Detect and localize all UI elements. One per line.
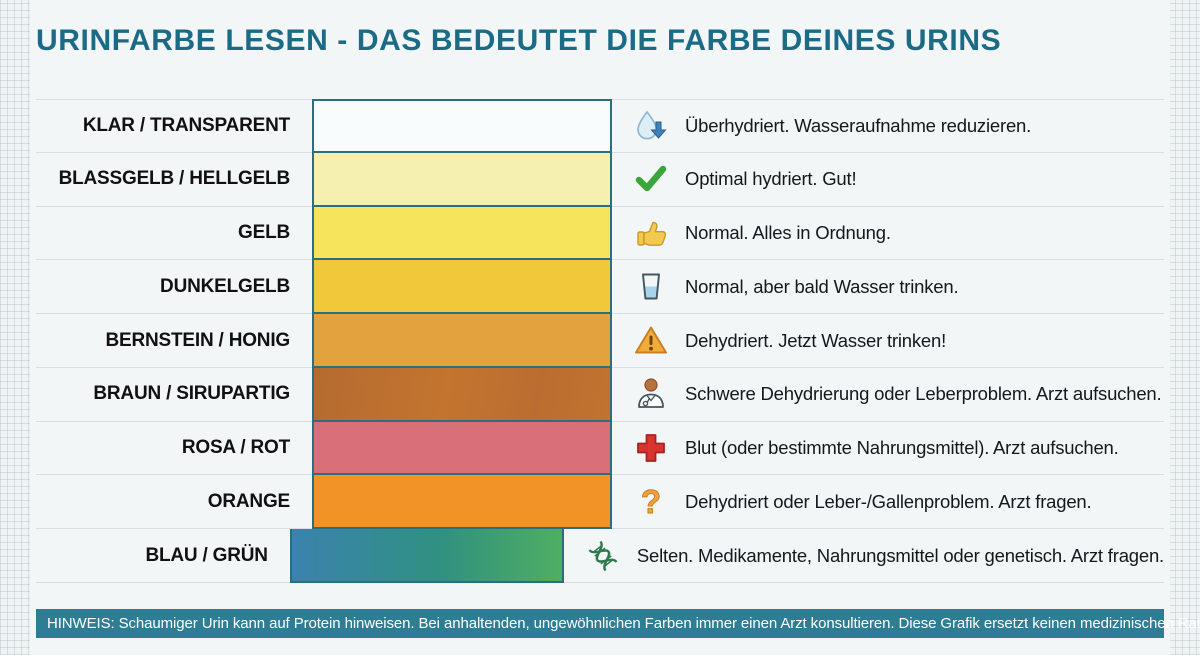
check-icon bbox=[632, 160, 670, 198]
color-swatch-klar bbox=[312, 99, 612, 153]
color-swatch-gelb bbox=[312, 206, 612, 261]
color-swatch-braun bbox=[312, 367, 612, 422]
color-label: KLAR / TRANSPARENT bbox=[36, 99, 312, 153]
description-text: Dehydriert. Jetzt Wasser trinken! bbox=[685, 329, 947, 351]
doctor-icon bbox=[632, 375, 670, 413]
footer-note: HINWEIS: Schaumiger Urin kann auf Protei… bbox=[36, 609, 1200, 638]
table-row: BLAU / GRÜN Selten. Medikamente, Nahrung… bbox=[36, 529, 1164, 584]
water-drop-down-icon bbox=[632, 107, 670, 145]
graph-paper-edge-left bbox=[0, 0, 32, 655]
color-swatch-orange bbox=[312, 475, 612, 530]
table-row: ORANGE ? Dehydriert oder Leber-/Gallenpr… bbox=[36, 475, 1164, 530]
question-mark-icon: ? bbox=[640, 483, 662, 521]
color-label: BRAUN / SIRUPARTIG bbox=[36, 368, 312, 422]
table-row: BRAUN / SIRUPARTIG Schwere Dehydrierung … bbox=[36, 367, 1164, 422]
color-swatch-blassgelb bbox=[312, 152, 612, 207]
water-glass-icon bbox=[632, 268, 670, 306]
color-label: BERNSTEIN / HONIG bbox=[36, 314, 312, 368]
table-row: GELB Normal. Alles in Ordnung. bbox=[36, 206, 1164, 261]
color-label: GELB bbox=[36, 207, 312, 261]
table-row: ROSA / ROT Blut (oder bestimmte Nahrungs… bbox=[36, 421, 1164, 476]
color-label: DUNKELGELB bbox=[36, 260, 312, 315]
urine-color-table: KLAR / TRANSPARENT Überhydriert. Wassera… bbox=[36, 99, 1164, 584]
color-swatch-rosa bbox=[312, 421, 612, 476]
description-text: Dehydriert oder Leber-/Gallenproblem. Ar… bbox=[685, 490, 1092, 512]
table-row: BLASSGELB / HELLGELB Optimal hydriert. G… bbox=[36, 152, 1164, 207]
thumbs-up-icon bbox=[632, 214, 670, 252]
page-title: URINFARBE LESEN - DAS BEDEUTET DIE FARBE… bbox=[36, 24, 1002, 57]
warning-triangle-icon bbox=[632, 322, 670, 360]
color-label: ORANGE bbox=[36, 475, 312, 530]
graph-paper-edge-right bbox=[1168, 0, 1200, 655]
color-label: BLAU / GRÜN bbox=[36, 529, 290, 584]
table-row: DUNKELGELB Normal, aber bald Wasser trin… bbox=[36, 260, 1164, 315]
color-swatch-dunkelgelb bbox=[312, 260, 612, 315]
color-swatch-blau-gruen bbox=[289, 529, 564, 584]
medical-cross-icon bbox=[632, 429, 670, 467]
dna-icon bbox=[584, 537, 622, 575]
description-text: Selten. Medikamente, Nahrungsmittel oder… bbox=[636, 544, 1164, 566]
color-label: BLASSGELB / HELLGELB bbox=[36, 153, 312, 207]
description-text: Normal. Alles in Ordnung. bbox=[685, 221, 891, 243]
color-swatch-bernstein bbox=[312, 314, 612, 368]
description-text: Optimal hydriert. Gut! bbox=[685, 168, 857, 190]
description-text: Überhydriert. Wasseraufnahme reduzieren. bbox=[685, 114, 1032, 136]
table-row: KLAR / TRANSPARENT Überhydriert. Wassera… bbox=[36, 99, 1164, 153]
description-text: Normal, aber bald Wasser trinken. bbox=[685, 275, 959, 297]
infographic-canvas: URINFARBE LESEN - DAS BEDEUTET DIE FARBE… bbox=[30, 0, 1200, 655]
table-row: BERNSTEIN / HONIG Dehydriert. Jetzt Wass… bbox=[36, 314, 1164, 368]
description-text: Schwere Dehydrierung oder Leberproblem. … bbox=[685, 383, 1162, 405]
description-text: Blut (oder bestimmte Nahrungsmittel). Ar… bbox=[685, 437, 1119, 459]
color-label: ROSA / ROT bbox=[36, 422, 312, 476]
